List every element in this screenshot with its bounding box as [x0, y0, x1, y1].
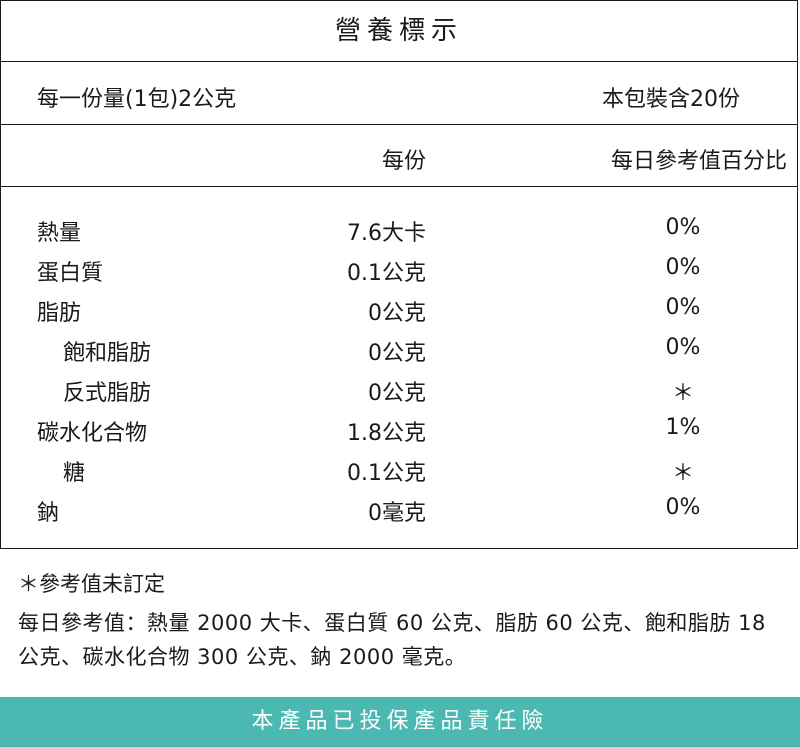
nutrient-daily-value: 0% — [665, 295, 701, 320]
nutrient-daily-value: 1% — [665, 415, 701, 440]
nutrient-amount: 0公克 — [368, 341, 426, 366]
nutrient-daily-value: 0% — [665, 335, 701, 360]
column-header-per-serving: 每份 — [381, 149, 426, 174]
nutrient-daily-value: ＊ — [671, 461, 694, 486]
nutrient-daily-value: 0% — [665, 255, 701, 280]
nutrient-name: 蛋白質 — [37, 261, 104, 286]
nutrient-amount: 1.8公克 — [347, 421, 426, 446]
nutrient-row: 飽和脂肪 0公克 0% — [1, 329, 797, 369]
nutrient-daily-value: 0% — [665, 495, 701, 520]
nutrient-row: 反式脂肪 0公克 ＊ — [1, 369, 797, 409]
nutrient-row: 脂肪 0公克 0% — [1, 289, 797, 329]
insurance-banner: 本產品已投保產品責任險 — [0, 697, 800, 747]
asterisk-footnote: ＊參考值未訂定 — [18, 572, 165, 596]
servings-per-package: 本包裝含20份 — [602, 87, 740, 112]
nutrient-daily-value: 0% — [665, 215, 701, 240]
daily-value-footnote: 每日參考值：熱量 2000 大卡、蛋白質 60 公克、脂肪 60 公克、飽和脂肪… — [18, 611, 766, 669]
nutrient-name: 糖 — [63, 461, 86, 486]
nutrient-amount: 0.1公克 — [347, 261, 426, 286]
nutrient-row: 碳水化合物 1.8公克 1% — [1, 409, 797, 449]
column-header-row: 每份 每日參考值百分比 — [1, 125, 797, 187]
nutrient-amount: 0毫克 — [368, 501, 426, 526]
nutrition-label: 營養標示 每一份量(1包)2公克 本包裝含20份 每份 每日參考值百分比 熱量 … — [0, 0, 798, 549]
label-title: 營養標示 — [1, 1, 797, 62]
nutrient-amount: 0公克 — [368, 301, 426, 326]
serving-size: 每一份量(1包)2公克 — [37, 87, 237, 112]
nutrient-name: 碳水化合物 — [37, 421, 148, 446]
nutrient-name: 鈉 — [37, 501, 60, 526]
nutrient-amount: 7.6大卡 — [347, 221, 426, 246]
nutrient-row: 鈉 0毫克 0% — [1, 489, 797, 529]
nutrient-amount: 0.1公克 — [347, 461, 426, 486]
nutrient-name: 反式脂肪 — [63, 381, 152, 406]
serving-info-row: 每一份量(1包)2公克 本包裝含20份 — [1, 62, 797, 125]
nutrient-row: 蛋白質 0.1公克 0% — [1, 249, 797, 289]
nutrient-list: 熱量 7.6大卡 0% 蛋白質 0.1公克 0% 脂肪 0公克 0% 飽和脂肪 … — [1, 209, 797, 529]
nutrient-name: 脂肪 — [37, 301, 82, 326]
nutrient-row: 糖 0.1公克 ＊ — [1, 449, 797, 489]
nutrient-name: 熱量 — [37, 221, 82, 246]
nutrient-amount: 0公克 — [368, 381, 426, 406]
nutrient-row: 熱量 7.6大卡 0% — [1, 209, 797, 249]
nutrient-daily-value: ＊ — [671, 381, 694, 406]
nutrient-name: 飽和脂肪 — [63, 341, 152, 366]
label-footnotes: ＊參考值未訂定 每日參考值：熱量 2000 大卡、蛋白質 60 公克、脂肪 60… — [18, 567, 788, 674]
column-header-daily-value: 每日參考值百分比 — [610, 149, 787, 174]
